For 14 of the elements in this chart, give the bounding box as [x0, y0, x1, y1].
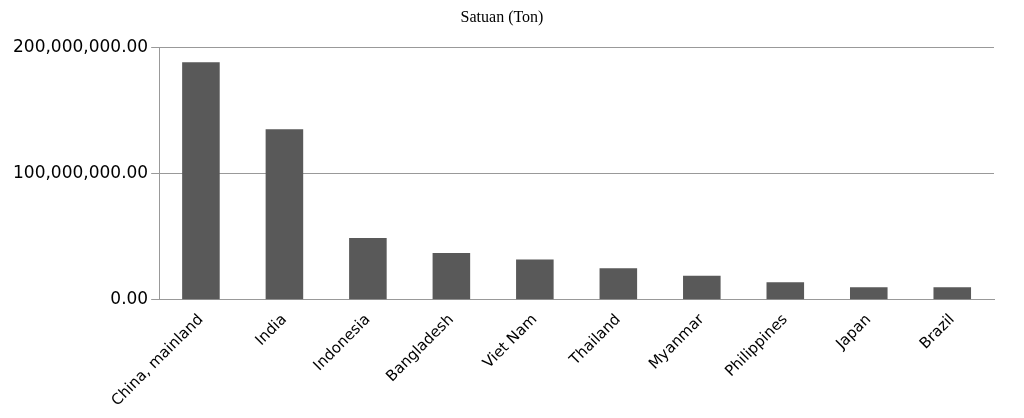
bar: [265, 129, 304, 300]
chart-title: Satuan (Ton): [460, 7, 544, 26]
bar: [683, 275, 721, 300]
bar: [516, 259, 554, 300]
y-tick-label: 0.00: [110, 288, 149, 309]
bar: [349, 237, 387, 300]
bar: [182, 62, 220, 300]
bar: [850, 287, 888, 300]
bar: [599, 268, 638, 300]
y-tick-label: 100,000,000.00: [13, 161, 149, 182]
bar: [432, 253, 471, 300]
bar: [766, 282, 805, 300]
y-tick-label: 200,000,000.00: [13, 35, 149, 56]
bar: [933, 287, 972, 300]
